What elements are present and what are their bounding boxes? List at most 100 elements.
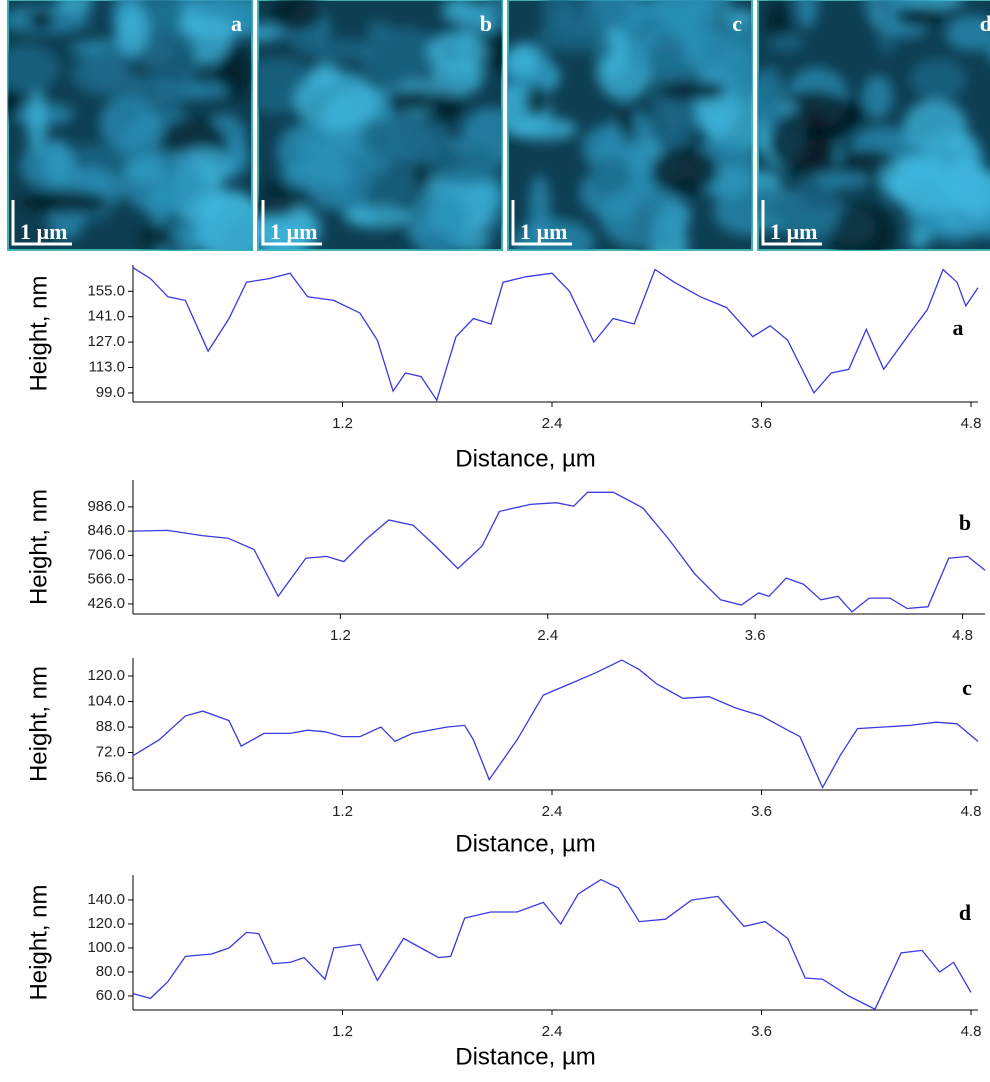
- texture-blob: [99, 95, 160, 152]
- texture-blob: [508, 42, 539, 80]
- image-texture: [508, 0, 752, 250]
- panel-label: b: [959, 510, 971, 535]
- texture-blob: [407, 187, 468, 250]
- texture-blob: [138, 224, 173, 249]
- x-tick-label: 4.8: [952, 627, 973, 644]
- texture-blob: [146, 24, 199, 97]
- texture-blob: [541, 0, 573, 31]
- texture-blob: [894, 5, 947, 28]
- profile-chart: 99.0 113.0 127.0 141.0 155.0 1.2 2.4 3.6 4.8 Heig…: [25, 265, 981, 472]
- texture-blob: [361, 169, 418, 207]
- y-tick-label: 104.0: [87, 692, 125, 709]
- scale-bar: [11, 200, 72, 246]
- texture-blob: [386, 90, 439, 112]
- y-tick-label: 56.0: [96, 769, 125, 786]
- texture-blob: [724, 9, 752, 28]
- y-tick-label: 88.0: [96, 718, 125, 735]
- texture-blob: [524, 85, 549, 117]
- texture-blob: [360, 26, 444, 89]
- scale-bar-label: 1 µm: [270, 219, 318, 244]
- y-axis-title: Height, nm: [25, 884, 52, 1000]
- x-tick-label: 1.2: [332, 415, 353, 432]
- afm-images: a 1 µm b 1 µm c 1 µm d 1 µm: [7, 0, 990, 251]
- texture-blob: [650, 146, 719, 196]
- afm-image: b 1 µm: [257, 0, 503, 251]
- texture-blob: [828, 203, 896, 250]
- y-tick-label: 99.0: [96, 384, 125, 401]
- y-tick-label: 113.0: [89, 358, 125, 375]
- texture-blob: [592, 34, 614, 64]
- profile-line: [132, 491, 986, 613]
- y-tick-label: 60.0: [96, 987, 125, 1004]
- scale-bar-label: 1 µm: [520, 219, 568, 244]
- profile-chart: 60.0 80.0 100.0 120.0 140.0 1.2 2.4 3.6 4.8 Heigh…: [25, 875, 981, 1070]
- texture-blob: [114, 5, 150, 56]
- image-texture: [758, 0, 990, 250]
- image-texture: [258, 0, 502, 250]
- x-tick-label: 3.6: [745, 627, 766, 644]
- y-tick-label: 141.0: [87, 308, 125, 325]
- x-tick-label: 1.2: [330, 627, 351, 644]
- texture-blob: [20, 189, 109, 215]
- scale-bar: [511, 200, 572, 246]
- texture-blob: [909, 58, 967, 100]
- texture-blob: [767, 33, 805, 53]
- panel-label: a: [953, 315, 964, 340]
- texture-blob: [8, 88, 23, 118]
- texture-blob: [891, 157, 970, 213]
- x-tick-label: 2.4: [542, 415, 563, 432]
- x-tick-label: 2.4: [542, 803, 563, 820]
- y-tick-label: 127.0: [87, 333, 125, 350]
- x-tick-label: 4.8: [961, 415, 982, 432]
- texture-blob: [692, 25, 752, 94]
- texture-blob: [713, 187, 752, 236]
- y-tick-label: 140.0: [87, 891, 125, 908]
- texture-blob: [945, 14, 990, 52]
- scale-bar: [761, 200, 822, 246]
- y-tick-label: 706.0: [87, 546, 125, 563]
- texture-blob: [269, 0, 323, 32]
- texture-blob: [487, 0, 502, 26]
- afm-image: d 1 µm: [757, 0, 990, 251]
- profile-chart: 426.0 566.0 706.0 846.0 986.0 1.2 2.4 3.6 4.8 Hei…: [25, 480, 986, 644]
- y-axis-title: Height, nm: [25, 489, 52, 605]
- texture-blob: [27, 9, 55, 31]
- texture-blob: [512, 218, 595, 250]
- y-tick-label: 986.0: [87, 498, 125, 515]
- texture-blob: [902, 99, 968, 155]
- y-tick-label: 72.0: [96, 744, 125, 761]
- image-label: a: [231, 11, 242, 36]
- texture-blob: [64, 167, 115, 195]
- x-axis-title: Distance, µm: [455, 445, 596, 472]
- image-label: d: [980, 11, 990, 36]
- scale-bar: [261, 200, 322, 246]
- profile-line: [132, 267, 979, 402]
- panel-label: d: [959, 900, 971, 925]
- texture-blob: [862, 74, 894, 119]
- texture-blob: [20, 141, 77, 190]
- y-tick-label: 100.0: [87, 939, 125, 956]
- x-tick-label: 4.8: [961, 1023, 982, 1040]
- texture-blob: [768, 110, 838, 173]
- texture-blob: [56, 0, 94, 13]
- texture-blob: [649, 33, 687, 90]
- texture-blob: [625, 0, 711, 19]
- texture-blob: [226, 2, 252, 36]
- x-tick-label: 4.8: [961, 803, 982, 820]
- x-tick-label: 1.2: [332, 803, 353, 820]
- afm-image: c 1 µm: [507, 0, 753, 251]
- y-axis-title: Height, nm: [25, 666, 52, 782]
- texture-blob: [657, 80, 727, 102]
- image-label: b: [480, 11, 492, 36]
- y-axis-title: Height, nm: [25, 275, 52, 391]
- texture-blob: [366, 20, 391, 41]
- texture-blob: [344, 205, 413, 229]
- x-axis-title: Distance, µm: [455, 1043, 596, 1070]
- y-tick-label: 426.0: [87, 595, 125, 612]
- panel-label: c: [962, 675, 972, 700]
- texture-blob: [758, 186, 793, 224]
- texture-blob: [590, 155, 631, 196]
- texture-blob: [790, 173, 839, 245]
- scale-bar-label: 1 µm: [20, 219, 68, 244]
